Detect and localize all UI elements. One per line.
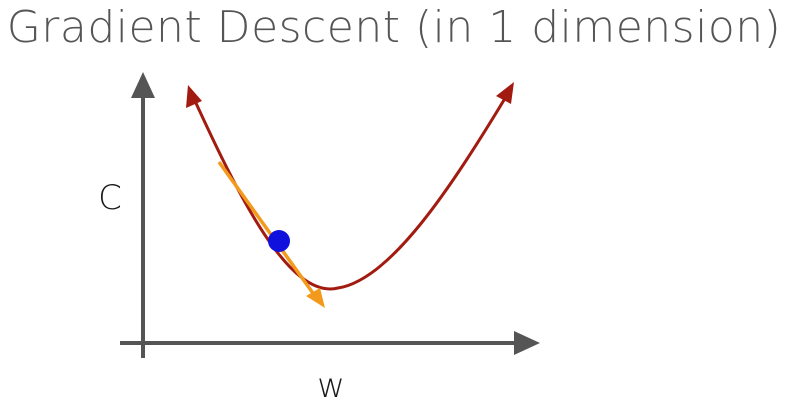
curve-right-arrowhead xyxy=(496,82,514,104)
diagram-title: Gradient Descent (in 1 dimension) xyxy=(6,2,782,53)
x-axis-arrowhead xyxy=(514,331,540,355)
y-axis-label: C xyxy=(98,178,122,218)
curve-left-arrowhead xyxy=(186,85,202,108)
tangent-arrowhead xyxy=(306,288,325,308)
tangent-line xyxy=(217,160,317,298)
current-point xyxy=(268,230,290,252)
x-axis-label: w xyxy=(317,366,345,406)
y-axis-arrowhead xyxy=(131,72,155,98)
